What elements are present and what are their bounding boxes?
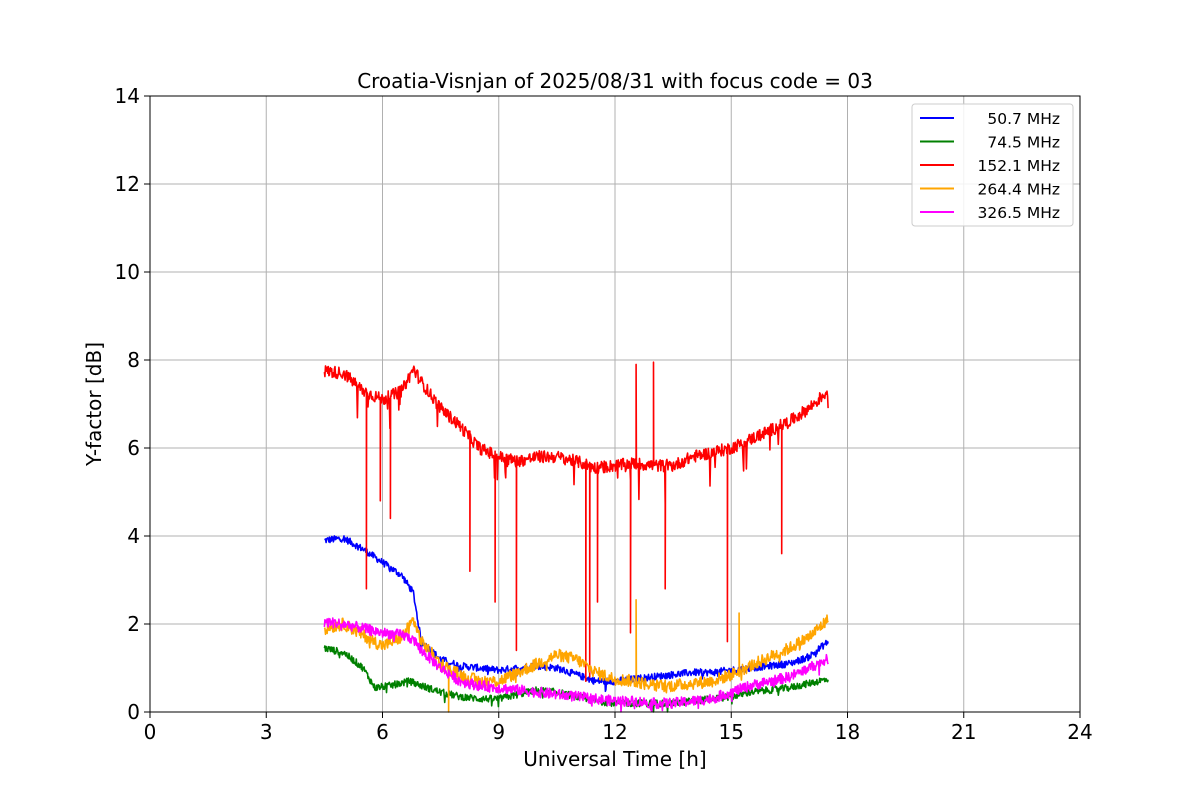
legend-box <box>911 103 1074 227</box>
x-tick-label: 0 <box>144 720 157 744</box>
legend-label: 326.5 MHz <box>978 204 1060 222</box>
x-tick-label: 6 <box>376 720 389 744</box>
y-tick-label: 10 <box>115 260 140 284</box>
legend-label: 50.7 MHz <box>987 110 1060 128</box>
y-tick-label: 0 <box>127 700 140 724</box>
y-tick-label: 12 <box>115 172 140 196</box>
legend-label: 264.4 MHz <box>978 181 1060 199</box>
x-tick-label: 9 <box>492 720 505 744</box>
legend-label: 74.5 MHz <box>987 134 1060 152</box>
x-tick-label: 12 <box>602 720 627 744</box>
series-line-4 <box>323 617 829 713</box>
y-tick-label: 6 <box>127 436 140 460</box>
series-lines <box>323 361 829 713</box>
x-tick-label: 21 <box>951 720 976 744</box>
legend: 50.7 MHz 74.5 MHz 152.1 MHz 264.4 MHz 326.5 … <box>911 103 1074 227</box>
x-tick-label: 24 <box>1067 720 1092 744</box>
series-line-2 <box>323 361 829 682</box>
x-axis-label: Universal Time [h] <box>523 747 706 771</box>
y-tick-label: 8 <box>127 348 140 372</box>
series-line-3 <box>323 599 829 713</box>
y-axis-label: Y-factor [dB] <box>82 342 106 467</box>
y-tick-label: 2 <box>127 612 140 636</box>
x-tick-label: 18 <box>835 720 860 744</box>
y-tick-label: 4 <box>127 524 140 548</box>
chart-title: Croatia-Visnjan of 2025/08/31 with focus… <box>357 69 873 93</box>
x-tick-label: 15 <box>719 720 744 744</box>
legend-label: 152.1 MHz <box>978 157 1060 175</box>
y-tick-label: 14 <box>115 84 140 108</box>
x-tick-label: 3 <box>260 720 273 744</box>
